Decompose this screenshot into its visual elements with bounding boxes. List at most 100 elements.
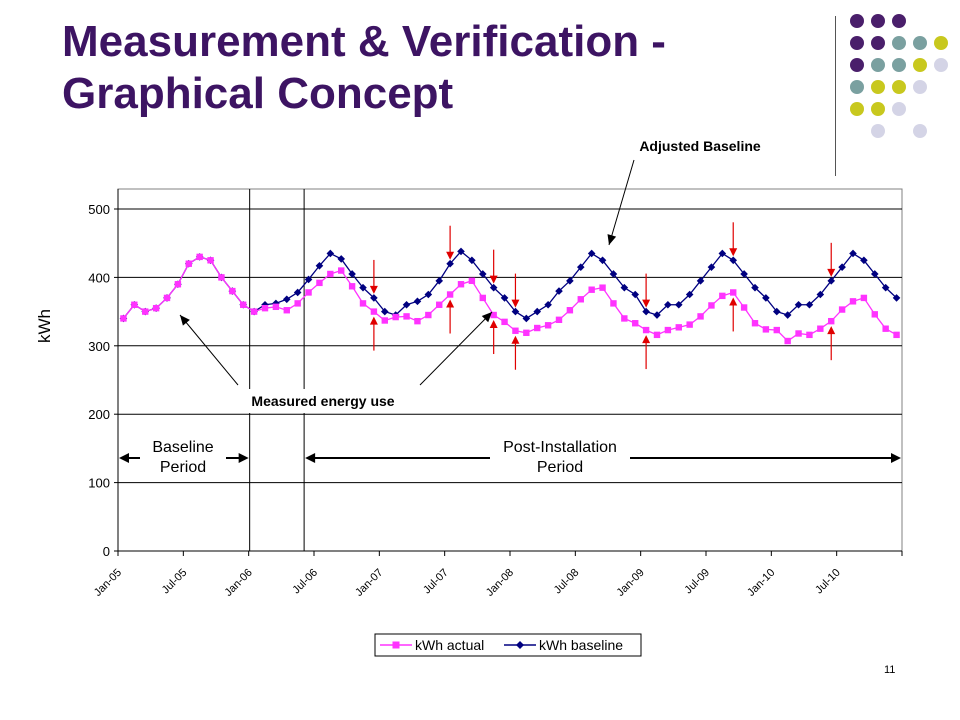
post-period-label: Period (537, 459, 583, 476)
point-baseline (380, 307, 389, 316)
savings-arrowhead-down (642, 299, 651, 308)
point-actual (610, 300, 617, 307)
legend-marker-actual (392, 641, 400, 649)
point-actual (327, 270, 334, 278)
y-axis-title: kWh (35, 309, 54, 343)
point-actual (501, 318, 508, 326)
y-tick-label: 300 (88, 339, 110, 354)
measured-energy-label-bg (200, 389, 446, 413)
point-actual (697, 313, 704, 320)
point-actual (490, 311, 497, 319)
point-baseline (457, 247, 465, 256)
savings-arrowhead-up (489, 320, 498, 329)
decor-dot (850, 36, 864, 50)
point-actual (305, 289, 312, 296)
point-baseline (489, 283, 498, 292)
point-actual (806, 331, 813, 339)
point-baseline (587, 249, 596, 258)
point-baseline (870, 270, 879, 278)
point-baseline (794, 300, 803, 309)
point-baseline (598, 256, 607, 265)
point-baseline (511, 307, 520, 316)
point-baseline (696, 277, 705, 285)
y-tick-label: 100 (88, 476, 110, 491)
point-baseline (620, 283, 629, 292)
point-baseline (751, 283, 759, 292)
savings-arrowhead-down (729, 248, 738, 257)
point-actual (882, 325, 889, 332)
point-actual (784, 337, 791, 345)
point-baseline (293, 288, 302, 297)
legend-label-baseline: kWh baseline (539, 637, 623, 653)
x-tick-label: Jul-07 (421, 567, 451, 597)
x-tick-label: Jan-06 (223, 567, 255, 599)
point-actual (871, 311, 878, 318)
point-baseline (631, 290, 640, 299)
point-actual (185, 260, 192, 267)
point-actual (425, 311, 432, 319)
point-baseline (359, 283, 367, 292)
point-actual (229, 287, 236, 295)
decor-dot (871, 124, 885, 138)
savings-arrowhead-down (827, 268, 836, 277)
decor-dot (850, 58, 864, 72)
point-actual (250, 308, 258, 315)
savings-arrowhead-up (642, 335, 651, 344)
point-actual (218, 274, 225, 281)
point-actual (468, 277, 476, 285)
point-actual (174, 281, 182, 288)
decor-dot (913, 58, 927, 72)
point-actual (272, 303, 280, 311)
savings-arrowhead-down (369, 285, 378, 294)
slide-title-line1: Measurement & Verification - (62, 17, 666, 66)
point-actual (457, 281, 465, 288)
point-actual (348, 283, 356, 290)
point-baseline (500, 294, 509, 302)
decor-dot (850, 102, 864, 116)
point-actual (555, 316, 563, 324)
x-tick-label: Jan-09 (615, 567, 647, 599)
point-actual (730, 289, 737, 296)
point-actual (359, 300, 367, 307)
y-tick-label: 0 (103, 544, 110, 559)
point-actual (544, 322, 552, 329)
point-baseline (544, 300, 552, 309)
title-divider (835, 16, 836, 176)
point-baseline (468, 256, 476, 265)
baseline-period-label: Period (160, 459, 206, 476)
legend-marker-baseline (516, 641, 524, 649)
point-actual (686, 321, 693, 328)
decor-dot (934, 58, 948, 72)
baseline-period-span-head-left (119, 453, 129, 463)
point-baseline (555, 287, 563, 295)
x-tick-label: Jan-07 (353, 567, 385, 599)
x-tick-label: Jul-10 (813, 567, 843, 597)
point-actual (588, 286, 595, 293)
measured-energy-pointer-right-head (481, 312, 492, 323)
point-baseline (326, 249, 335, 258)
point-actual (566, 307, 574, 314)
decor-dot (892, 102, 906, 116)
x-tick-label: Jan-10 (745, 567, 777, 599)
measured-energy-pointer-left (179, 314, 239, 386)
slide-title: Measurement & Verification - Graphical C… (62, 16, 822, 120)
x-tick-label: Jan-05 (92, 567, 124, 599)
decor-dot (892, 58, 906, 72)
point-baseline (892, 294, 901, 302)
decor-dot (871, 102, 885, 116)
point-actual (849, 298, 857, 305)
point-actual (817, 325, 824, 332)
point-baseline (446, 259, 454, 268)
post-period-span-head-left (305, 453, 316, 463)
measured-energy-label: Measured energy use (251, 393, 394, 409)
savings-arrowhead-up (729, 297, 738, 306)
y-tick-label: 500 (88, 202, 110, 217)
post-period-span-head-right (891, 453, 901, 463)
decor-dot (871, 36, 885, 50)
slide-title-line2: Graphical Concept (62, 69, 454, 118)
decor-dot (871, 58, 885, 72)
point-baseline (413, 297, 422, 306)
x-tick-label: Jan-08 (484, 567, 516, 599)
x-tick-label: Jul-06 (290, 567, 320, 597)
